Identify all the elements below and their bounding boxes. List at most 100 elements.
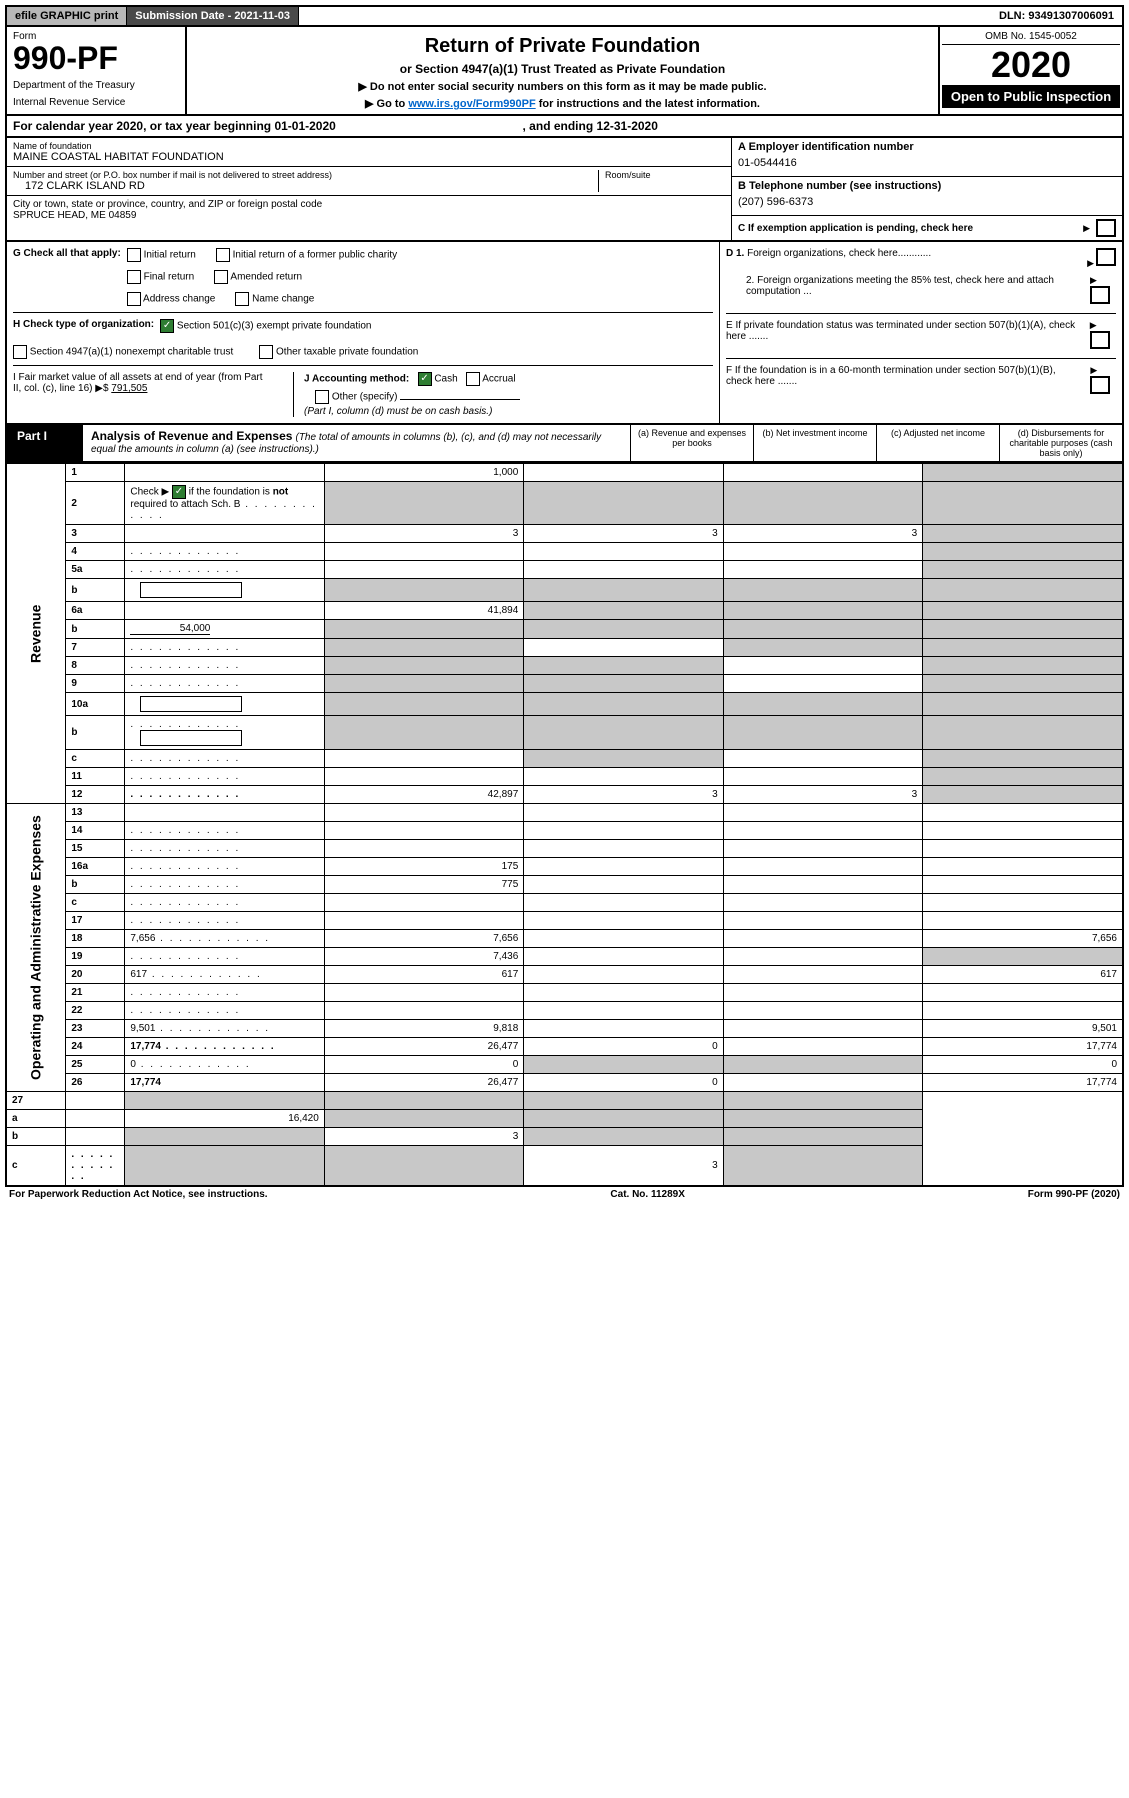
form990pf-link[interactable]: www.irs.gov/Form990PF [408, 98, 535, 110]
room-label: Room/suite [605, 170, 725, 180]
amount-col-b [524, 657, 723, 675]
amount-col-a [324, 657, 523, 675]
part1-table: Revenue11,0002Check ▶ if the foundation … [5, 463, 1124, 1187]
form-title-block: Return of Private Foundation or Section … [187, 27, 938, 114]
line-number: b [66, 579, 125, 602]
c-label: C If exemption application is pending, c… [738, 223, 973, 234]
table-row: 25000 [6, 1056, 1123, 1074]
g-opt3: Address change [143, 294, 215, 305]
line-number: 11 [66, 768, 125, 786]
form-header: Form 990-PF Department of the Treasury I… [5, 27, 1124, 116]
h-opt1: Section 501(c)(3) exempt private foundat… [177, 321, 372, 332]
amount-col-a [324, 822, 523, 840]
ein-label: A Employer identification number [738, 141, 1116, 153]
amount-col-b [524, 482, 723, 525]
city-state-zip: SPRUCE HEAD, ME 04859 [13, 210, 725, 221]
j-cash-chk[interactable] [418, 372, 432, 386]
amount-col-b [524, 543, 723, 561]
part1-title: Analysis of Revenue and Expenses [91, 429, 292, 443]
amount-col-c [723, 464, 922, 482]
footer-left: For Paperwork Reduction Act Notice, see … [9, 1189, 268, 1200]
h-501c3-chk[interactable] [160, 319, 174, 333]
g-opt5: Amended return [230, 272, 302, 283]
line-number: 20 [66, 966, 125, 984]
g-name-change-chk[interactable] [235, 292, 249, 306]
g-address-change-chk[interactable] [127, 292, 141, 306]
g-initial-return-chk[interactable] [127, 248, 141, 262]
i-block: I Fair market value of all assets at end… [13, 372, 263, 417]
line-description [125, 858, 324, 876]
line-number: 8 [66, 657, 125, 675]
amount-col-c [524, 1092, 723, 1110]
line-number: 15 [66, 840, 125, 858]
amount-col-a [324, 639, 523, 657]
amount-col-d [923, 984, 1123, 1002]
dln-number: DLN: 93491307006091 [991, 7, 1122, 25]
g-amended-chk[interactable] [214, 270, 228, 284]
part1-header: Part I Analysis of Revenue and Expenses … [5, 425, 1124, 463]
efile-print-label[interactable]: efile GRAPHIC print [7, 7, 127, 25]
amount-col-d [923, 543, 1123, 561]
amount-col-c [723, 948, 922, 966]
amount-col-a [324, 561, 523, 579]
amount-col-a: 16,420 [125, 1110, 324, 1128]
table-row: c [6, 894, 1123, 912]
g-row: G Check all that apply: Initial return I… [13, 248, 713, 306]
schb-checkbox[interactable] [172, 485, 186, 499]
line-description: Check ▶ if the foundation is not require… [125, 482, 324, 525]
f-arrow-icon [1090, 365, 1099, 376]
j-accrual-chk[interactable] [466, 372, 480, 386]
f-checkbox[interactable] [1090, 376, 1110, 394]
amount-col-c [723, 912, 922, 930]
table-row: 9 [6, 675, 1123, 693]
d1-checkbox[interactable] [1096, 248, 1116, 266]
tel-value: (207) 596-6373 [738, 192, 1116, 212]
foundation-name-row: Name of foundation MAINE COASTAL HABITAT… [7, 138, 731, 167]
line-number: 27 [6, 1092, 66, 1110]
amount-col-b: 3 [324, 1128, 523, 1146]
line-description: 617 [125, 966, 324, 984]
amount-col-b [524, 579, 723, 602]
table-row: 5a [6, 561, 1123, 579]
g-initial-former-chk[interactable] [216, 248, 230, 262]
amount-col-d [923, 804, 1123, 822]
d2-checkbox[interactable] [1090, 286, 1110, 304]
g-final-return-chk[interactable] [127, 270, 141, 284]
amount-col-c [723, 716, 922, 750]
g-label: G Check all that apply: [13, 248, 121, 259]
amount-col-c [723, 1056, 922, 1074]
amount-col-d [923, 894, 1123, 912]
table-row: 197,436 [6, 948, 1123, 966]
amount-col-c [723, 1074, 922, 1092]
amount-col-c [723, 966, 922, 984]
c-checkbox[interactable] [1096, 219, 1116, 237]
amount-col-d: 0 [923, 1056, 1123, 1074]
f-row: F If the foundation is in a 60-month ter… [726, 358, 1116, 397]
h-4947-chk[interactable] [13, 345, 27, 359]
amount-col-a [324, 716, 523, 750]
h-other-taxable-chk[interactable] [259, 345, 273, 359]
line-description [125, 912, 324, 930]
j-other-chk[interactable] [315, 390, 329, 404]
amount-col-c [723, 768, 922, 786]
amount-col-c [723, 876, 922, 894]
table-row: 1242,89733 [6, 786, 1123, 804]
amount-col-c [723, 561, 922, 579]
top-bar: efile GRAPHIC print Submission Date - 20… [5, 5, 1124, 27]
j-block: J Accounting method: Cash Accrual Other … [293, 372, 713, 417]
line-description [125, 876, 324, 894]
amount-col-c [723, 675, 922, 693]
amount-col-b [524, 984, 723, 1002]
line-number: 26 [66, 1074, 125, 1092]
col-a-header: (a) Revenue and expenses per books [631, 425, 754, 461]
table-row: b [6, 716, 1123, 750]
amount-col-c [723, 804, 922, 822]
amount-col-a: 7,436 [324, 948, 523, 966]
address-row: Number and street (or P.O. box number if… [7, 167, 731, 196]
amount-col-b [324, 1092, 523, 1110]
amount-col-a: 26,477 [324, 1038, 523, 1056]
line-description [66, 1146, 125, 1187]
amount-col-d [923, 657, 1123, 675]
tel-row: B Telephone number (see instructions) (2… [732, 177, 1122, 216]
e-checkbox[interactable] [1090, 331, 1110, 349]
